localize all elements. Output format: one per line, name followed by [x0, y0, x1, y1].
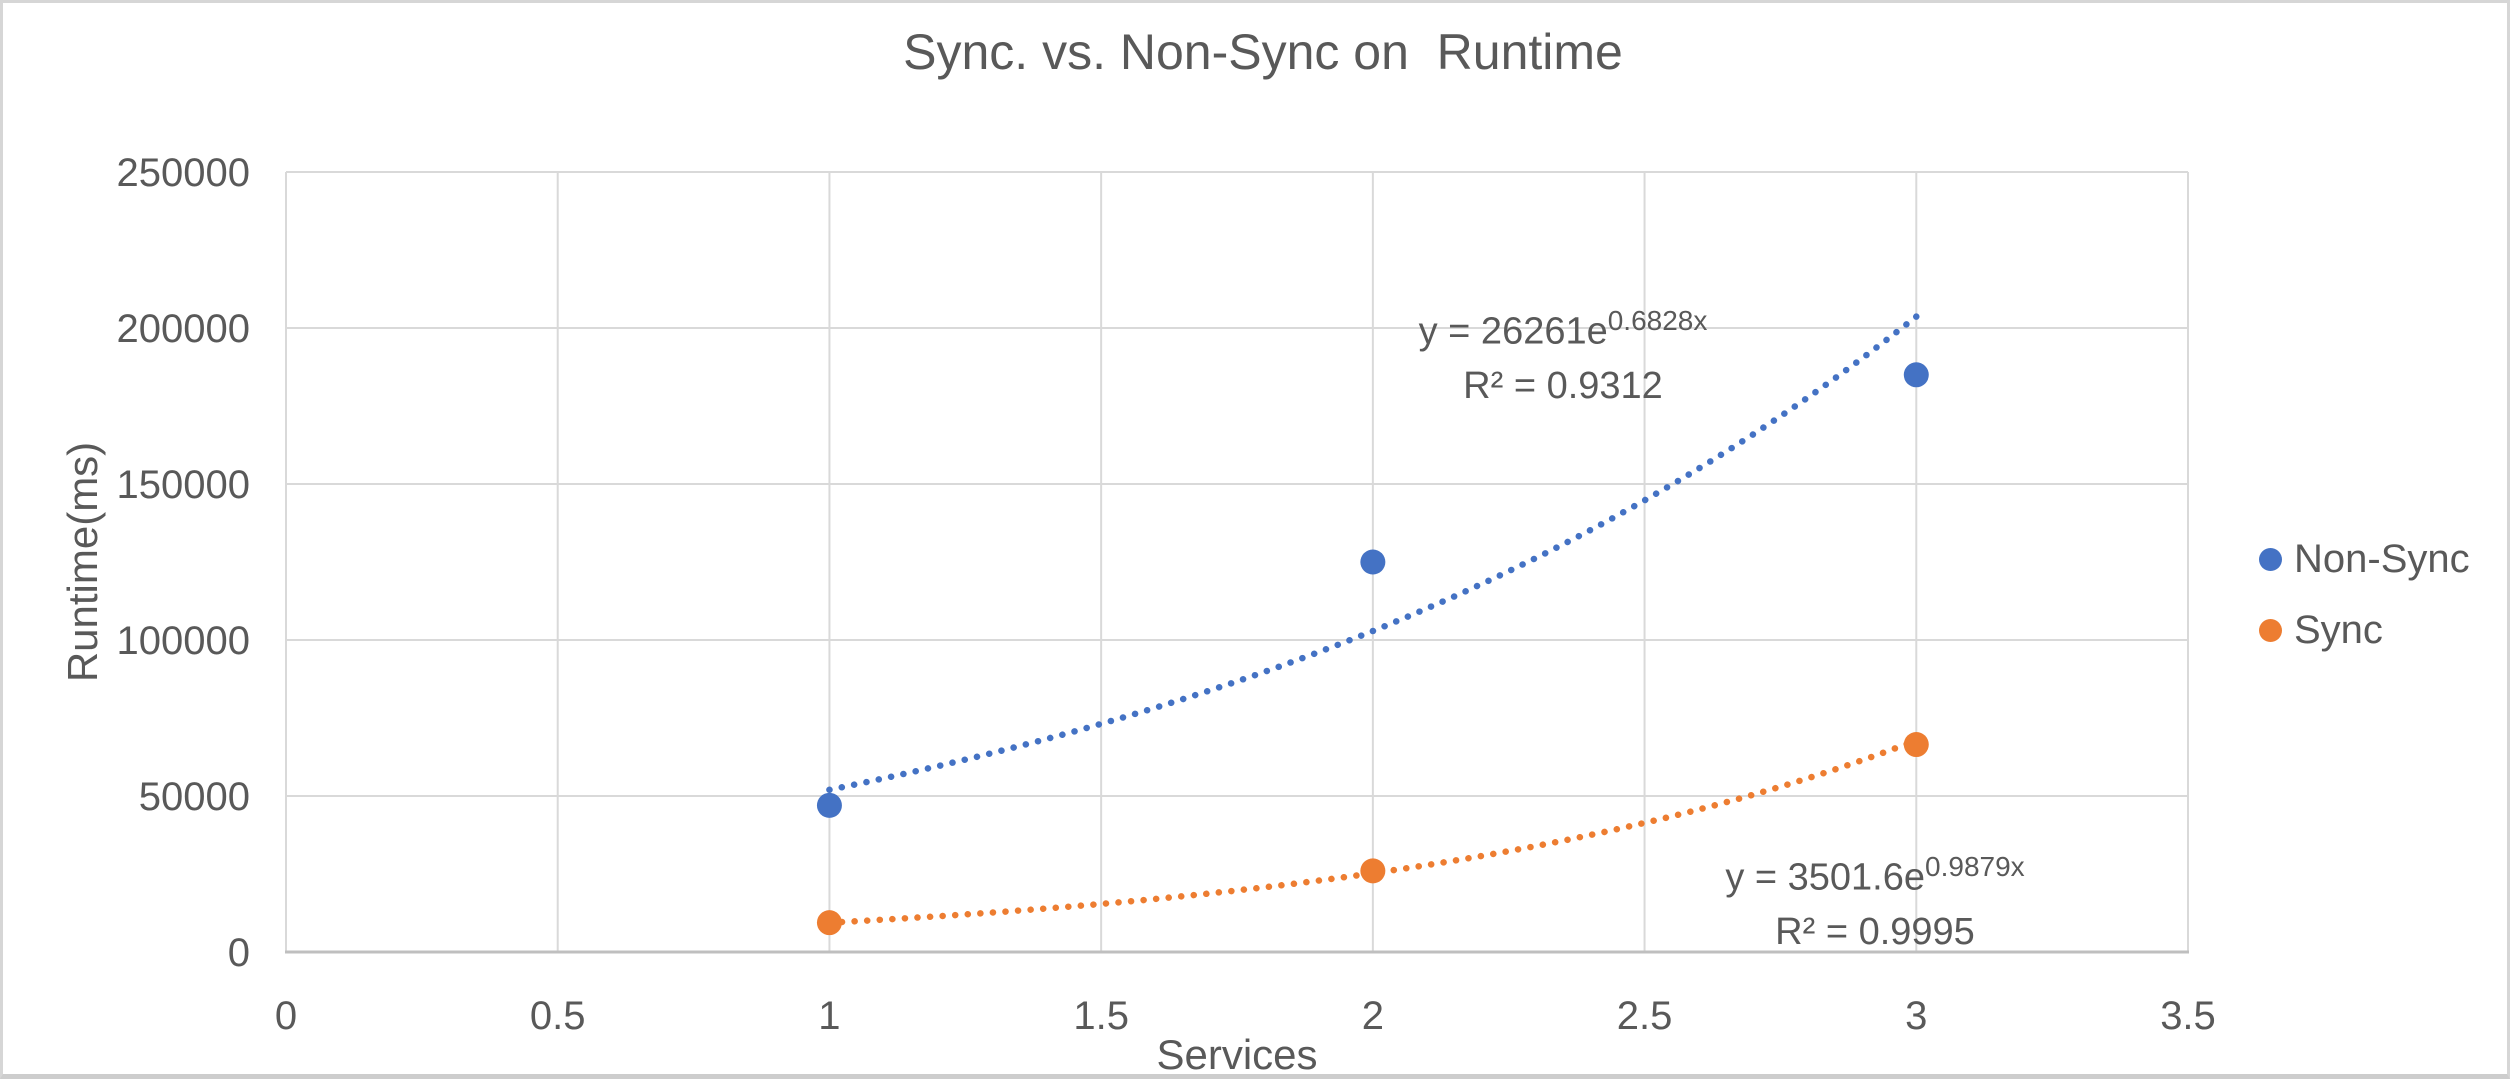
y-tick-label: 150000: [117, 463, 250, 507]
x-tick-label: 0: [275, 994, 297, 1038]
trendline-equation-nonsync: y = 26261e0.6828x: [1418, 305, 1708, 353]
trendline-non-sync: [826, 313, 1920, 794]
y-tick-label: 100000: [117, 619, 250, 663]
legend-label: Non-Sync: [2294, 537, 2470, 581]
trendline-r2-sync: R² = 0.9995: [1775, 910, 1975, 953]
x-tick-label: 2.5: [1617, 994, 1673, 1038]
data-point-non-sync: [1360, 549, 1386, 575]
y-tick-label: 200000: [117, 307, 250, 351]
data-point-sync: [816, 910, 842, 936]
chart-title: Sync. vs. Non-Sync on Runtime: [903, 24, 1623, 80]
legend-label: Sync: [2294, 608, 2383, 652]
x-tick-label: 1.5: [1073, 994, 1129, 1038]
x-tick-label: 3.5: [2160, 994, 2216, 1038]
x-tick-label: 1: [818, 994, 840, 1038]
trendline-label-nonsync: y = 26261e0.6828x R² = 0.9312: [1419, 301, 1708, 414]
data-point-sync: [1903, 732, 1929, 758]
x-tick-label: 3: [1905, 994, 1927, 1038]
x-tick-label: 0.5: [530, 994, 586, 1038]
trendline-r2-nonsync: R² = 0.9312: [1463, 364, 1663, 407]
y-tick-label: 50000: [139, 775, 250, 819]
x-tick-label: 2: [1362, 994, 1384, 1038]
y-tick-label: 250000: [117, 151, 250, 195]
y-tick-label: 0: [228, 931, 250, 975]
data-point-sync: [1360, 858, 1386, 884]
legend-item-sync: Sync: [2259, 608, 2470, 653]
legend: Non-Sync Sync: [2259, 537, 2470, 653]
legend-item-non-sync: Non-Sync: [2259, 537, 2470, 582]
plot-area: 0 50000 100000 150000 200000 250000 0 0.5 1 1.5 2 2…: [117, 151, 2216, 1038]
legend-marker-icon: [2259, 619, 2282, 642]
trendline-label-sync: y = 3501.6e0.9879x R² = 0.9995: [1725, 847, 2024, 960]
data-point-non-sync: [816, 792, 842, 818]
data-point-non-sync: [1903, 362, 1929, 388]
x-axis-title: Services: [1156, 1031, 1318, 1078]
legend-marker-icon: [2259, 548, 2282, 571]
trendline-equation-sync: y = 3501.6e0.9879x: [1725, 851, 2025, 899]
